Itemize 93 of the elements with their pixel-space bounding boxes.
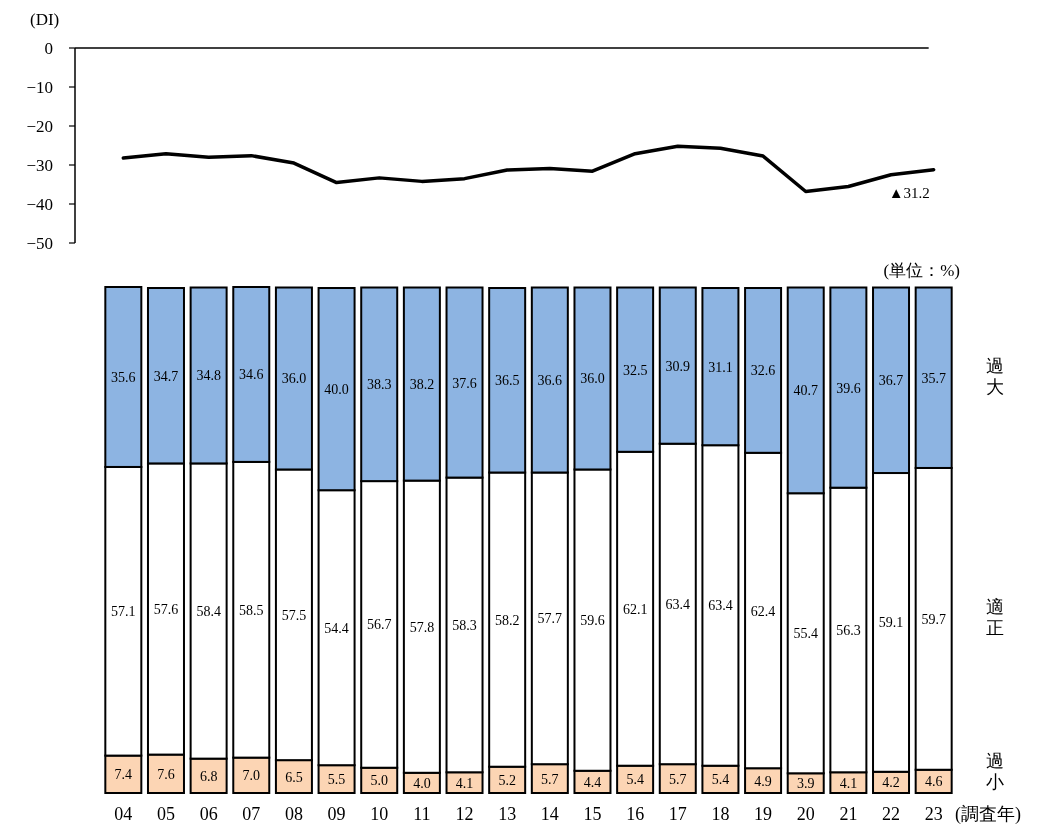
series-label: 適正 <box>986 596 1004 638</box>
data-label: 36.0 <box>580 371 605 387</box>
data-label: 62.4 <box>750 603 776 619</box>
x-tick-label: 16 <box>626 804 645 824</box>
x-tick-label: 18 <box>711 804 730 824</box>
data-label: 31.1 <box>708 359 733 375</box>
data-label: 7.4 <box>114 767 133 783</box>
x-tick-label: 09 <box>327 804 346 824</box>
data-label: 59.1 <box>878 615 904 631</box>
data-label: 4.6 <box>924 774 943 790</box>
data-label: 38.3 <box>366 377 392 393</box>
data-label: 57.1 <box>111 604 136 620</box>
data-label: 5.7 <box>541 771 559 787</box>
x-tick-label: 04 <box>114 804 133 824</box>
x-tick-label: 19 <box>754 804 773 824</box>
data-label: 7.6 <box>157 766 175 782</box>
data-label: 5.2 <box>498 772 516 788</box>
data-label: 36.0 <box>281 371 307 387</box>
x-tick-label: 06 <box>199 804 218 824</box>
x-tick-label: 23 <box>924 804 943 824</box>
data-label: 36.6 <box>537 373 563 389</box>
x-tick-label: 07 <box>242 804 261 824</box>
data-label: 36.5 <box>494 373 520 389</box>
data-label: 4.2 <box>882 775 900 791</box>
data-label: 57.8 <box>409 619 435 635</box>
data-label: 4.9 <box>754 773 772 789</box>
data-label: 62.1 <box>622 601 648 617</box>
y-tick-label: −30 <box>26 156 53 175</box>
data-label: 54.4 <box>324 620 349 636</box>
data-label: 4.0 <box>413 775 431 791</box>
data-label: 4.1 <box>455 775 474 791</box>
data-label: 40.7 <box>793 383 818 399</box>
data-label: 57.6 <box>153 602 179 617</box>
x-tick-label: 12 <box>455 804 474 824</box>
data-label: 36.7 <box>878 373 904 389</box>
x-tick-label: 15 <box>583 804 602 824</box>
x-tick-label: 05 <box>156 804 175 824</box>
y-tick-label: −50 <box>26 234 53 253</box>
annotation: ▲31.2 <box>888 184 930 201</box>
data-label: 59.6 <box>580 613 605 629</box>
data-label: 4.1 <box>839 775 858 791</box>
x-tick-label: 08 <box>284 804 303 824</box>
data-label: 56.3 <box>836 622 861 638</box>
x-tick-label: 21 <box>839 804 858 824</box>
x-tick-label: 13 <box>498 804 517 824</box>
data-label: 58.4 <box>196 604 221 620</box>
x-tick-label: 17 <box>668 804 687 824</box>
data-label: 30.9 <box>665 358 691 374</box>
data-label: 5.7 <box>669 771 687 787</box>
data-label: 39.6 <box>836 380 861 396</box>
data-label: 6.8 <box>199 768 218 784</box>
data-label: 56.7 <box>366 617 392 633</box>
data-label: 4.4 <box>583 774 602 790</box>
y-axis-title: (DI) <box>30 10 60 29</box>
series-label: 過大 <box>986 355 1004 397</box>
x-tick-label: 14 <box>540 804 559 824</box>
data-label: 5.4 <box>626 772 644 788</box>
data-label: 37.6 <box>452 375 477 391</box>
data-label: 58.2 <box>494 612 520 628</box>
data-label: 57.7 <box>537 611 563 627</box>
data-label: 38.2 <box>409 377 435 393</box>
data-label: 34.6 <box>239 367 264 383</box>
data-label: 63.4 <box>665 596 691 612</box>
y-tick-label: −20 <box>26 117 53 136</box>
data-label: 5.0 <box>370 773 388 789</box>
y-tick-label: −40 <box>26 195 53 214</box>
data-label: 55.4 <box>793 626 818 642</box>
data-label: 32.5 <box>622 362 648 378</box>
x-tick-label: 22 <box>882 804 901 824</box>
data-label: 6.5 <box>285 769 303 785</box>
data-label: 34.8 <box>196 368 221 384</box>
y-tick-label: 0 <box>44 39 53 58</box>
data-label: 57.5 <box>281 607 307 623</box>
x-tick-label: 20 <box>796 804 815 824</box>
series-label: 過小 <box>986 751 1004 792</box>
data-label: 5.4 <box>711 772 730 788</box>
data-label: 63.4 <box>708 598 733 614</box>
data-label: 40.0 <box>324 382 349 398</box>
text: (単位：%) <box>883 261 960 280</box>
x-tick-label: 10 <box>370 804 389 824</box>
data-label: 35.6 <box>111 369 136 385</box>
data-label: 58.5 <box>239 602 264 618</box>
data-label: 5.5 <box>327 772 346 788</box>
data-label: 32.6 <box>750 363 776 379</box>
data-label: 34.7 <box>153 368 179 384</box>
data-label: 59.7 <box>921 611 946 627</box>
y-tick-label: −10 <box>26 78 53 97</box>
data-label: 58.3 <box>452 617 477 633</box>
data-label: 7.0 <box>242 768 261 784</box>
x-axis-title: (調査年) <box>955 804 1021 825</box>
data-label: 3.9 <box>796 776 815 792</box>
x-tick-label: 11 <box>413 804 431 824</box>
data-label: 35.7 <box>921 370 946 386</box>
